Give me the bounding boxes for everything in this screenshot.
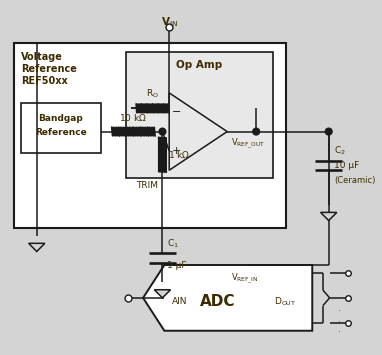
Text: V$_{\rm REF\_IN}$: V$_{\rm REF\_IN}$ bbox=[231, 272, 258, 286]
Text: TRIM: TRIM bbox=[136, 181, 159, 190]
Text: Reference: Reference bbox=[35, 128, 87, 137]
Text: V$_{\rm IN}$: V$_{\rm IN}$ bbox=[161, 16, 178, 29]
Text: AIN: AIN bbox=[172, 297, 188, 306]
Text: Voltage: Voltage bbox=[21, 52, 63, 62]
Circle shape bbox=[325, 128, 332, 135]
Polygon shape bbox=[143, 265, 312, 331]
Text: 10 k$\Omega$: 10 k$\Omega$ bbox=[120, 112, 147, 123]
Bar bbox=[21, 103, 100, 153]
Polygon shape bbox=[154, 290, 170, 298]
Text: D$_{\rm OUT}$: D$_{\rm OUT}$ bbox=[274, 295, 296, 308]
Bar bbox=[126, 52, 273, 178]
Text: +: + bbox=[172, 146, 181, 156]
Bar bbox=[13, 43, 286, 228]
Text: ADC: ADC bbox=[200, 294, 235, 309]
Text: R$_{\rm O}$: R$_{\rm O}$ bbox=[146, 87, 159, 100]
Polygon shape bbox=[29, 243, 45, 251]
Text: ·
·
·: · · · bbox=[338, 307, 340, 337]
Polygon shape bbox=[320, 212, 337, 220]
Text: REF50xx: REF50xx bbox=[21, 76, 68, 86]
Text: 1 μF: 1 μF bbox=[167, 261, 187, 270]
Text: C$_1$: C$_1$ bbox=[167, 238, 179, 251]
Text: Reference: Reference bbox=[21, 64, 77, 74]
Text: C$_2$: C$_2$ bbox=[335, 144, 346, 157]
Text: −: − bbox=[172, 107, 181, 117]
Polygon shape bbox=[169, 93, 227, 170]
Text: 1 k$\Omega$: 1 k$\Omega$ bbox=[168, 149, 191, 160]
Text: 10 μF: 10 μF bbox=[335, 161, 360, 170]
Circle shape bbox=[159, 128, 166, 135]
Text: V$_{\rm REF\_OUT}$: V$_{\rm REF\_OUT}$ bbox=[231, 136, 265, 151]
Circle shape bbox=[253, 128, 260, 135]
Text: (Ceramic): (Ceramic) bbox=[335, 176, 376, 185]
Text: Bandgap: Bandgap bbox=[39, 114, 83, 123]
Text: Op Amp: Op Amp bbox=[176, 60, 222, 70]
